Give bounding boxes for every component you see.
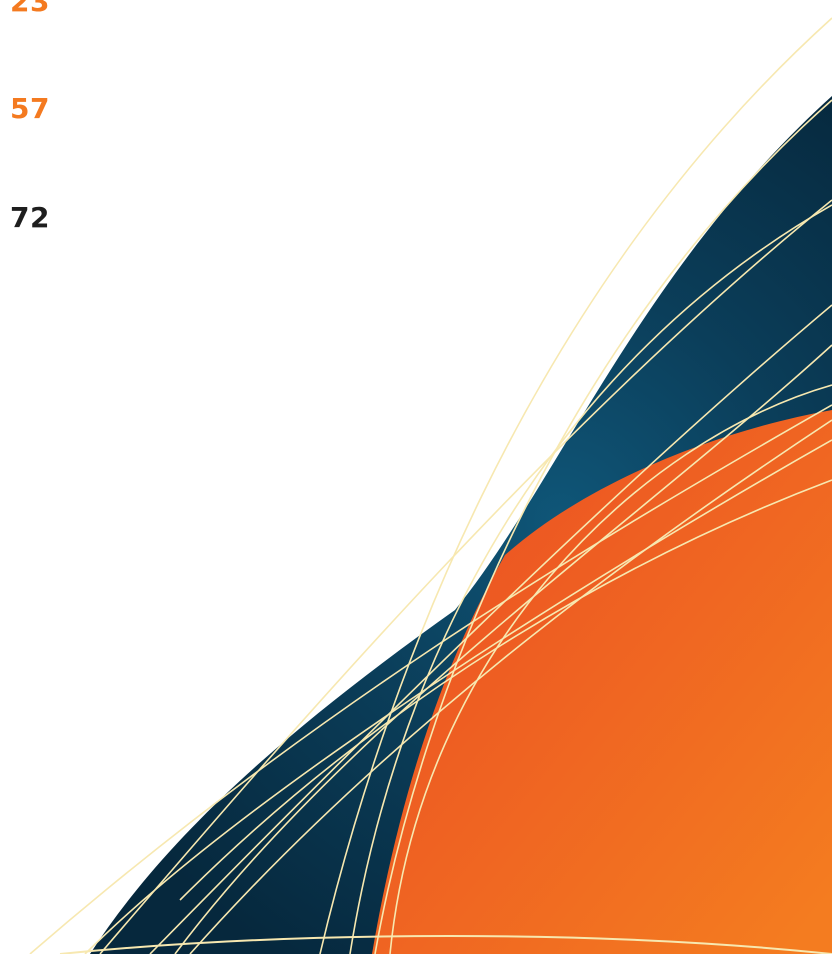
thread-line [99, 199, 832, 954]
thread-line [349, 204, 832, 954]
thread-line [319, 17, 832, 954]
number-72: 72 [10, 201, 50, 234]
thread-line [59, 935, 832, 954]
thread-line [374, 99, 832, 954]
thread-line [179, 479, 832, 901]
thread-line [389, 384, 832, 954]
number-23: 23 [10, 0, 50, 18]
thread-line [174, 344, 832, 954]
number-57: 57 [10, 92, 50, 125]
thread-line [84, 439, 832, 954]
thread-line [189, 419, 832, 954]
thread-line [149, 304, 832, 954]
thread-line [29, 404, 832, 954]
thread-lines [29, 17, 832, 954]
orange-wave-shape [372, 410, 832, 954]
